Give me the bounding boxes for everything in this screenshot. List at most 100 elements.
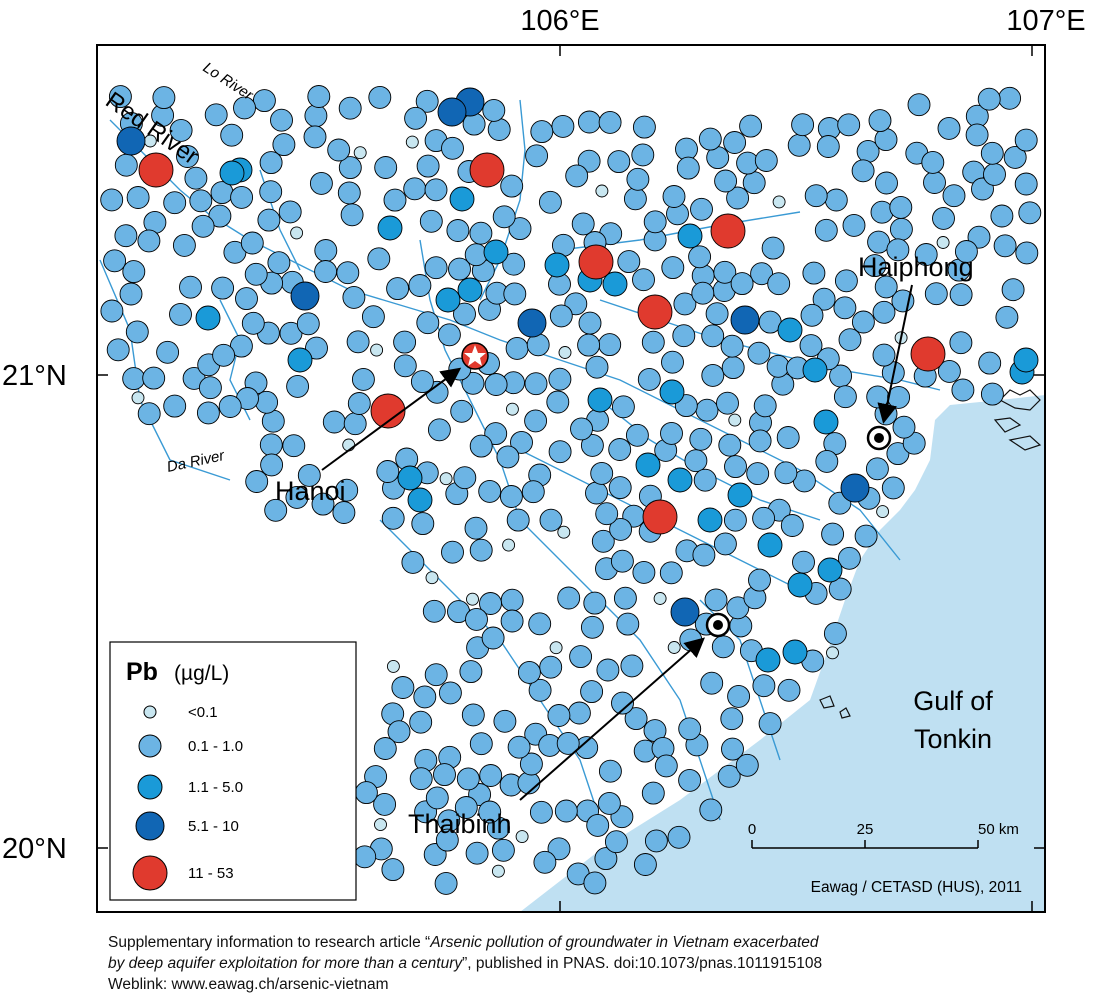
sample-point — [937, 116, 961, 140]
legend-unit: (µg/L) — [174, 662, 229, 685]
sample-point — [590, 461, 614, 485]
sample-point — [886, 442, 910, 466]
sample-point — [219, 160, 245, 186]
sample-point — [620, 654, 644, 678]
sample-point — [416, 311, 440, 335]
caption-line2: by deep aquifer exploitation for more th… — [108, 953, 1088, 974]
sample-point — [507, 735, 531, 759]
river-label-lo: Lo River — [200, 59, 257, 104]
sample-point — [142, 366, 166, 390]
caption-title-part2: by deep aquifer exploitation for more th… — [108, 955, 463, 972]
sample-point — [623, 187, 647, 211]
sample-point — [259, 151, 283, 175]
sample-point — [528, 678, 552, 702]
sample-point — [427, 418, 451, 442]
sample-point — [264, 498, 288, 522]
sample-point — [881, 476, 905, 500]
sample-point — [834, 269, 858, 293]
sample-point — [868, 109, 892, 133]
sample-point — [114, 153, 138, 177]
sample-point — [598, 110, 622, 134]
sample-point — [742, 171, 766, 195]
city-label-hanoi: Hanoi — [275, 476, 346, 506]
sample-point — [595, 502, 619, 526]
sample-point — [496, 445, 520, 469]
sample-point — [449, 186, 475, 212]
sample-point — [353, 146, 367, 160]
sample-point — [1003, 145, 1027, 169]
sample-point — [386, 659, 400, 673]
sample-point — [558, 346, 572, 359]
sample-point — [116, 126, 146, 156]
sample-point — [580, 680, 604, 704]
sample-point — [876, 505, 890, 519]
sample-point — [338, 156, 362, 180]
sample-point — [889, 195, 913, 219]
sample-point — [990, 204, 1014, 228]
sample-point — [624, 707, 648, 731]
sample-point — [659, 379, 685, 405]
sample-point — [782, 639, 808, 665]
sample-point — [577, 333, 601, 357]
sample-point — [405, 135, 419, 149]
sample-point — [874, 275, 898, 299]
sample-point — [172, 233, 196, 257]
sample-point — [804, 184, 828, 208]
sample-point — [290, 226, 304, 240]
sample-point — [462, 112, 486, 136]
sample-point — [815, 449, 839, 473]
sample-point — [791, 113, 815, 137]
sample-point — [567, 701, 591, 725]
sample-point — [851, 159, 875, 183]
sample-point — [373, 792, 397, 816]
sample-point — [802, 261, 826, 285]
sample-point — [103, 249, 127, 273]
sample-point — [478, 479, 502, 503]
sample-point — [866, 385, 890, 409]
sample-point — [632, 560, 656, 584]
sample-point — [517, 308, 547, 338]
sample-point — [466, 592, 479, 606]
sample-point — [677, 223, 703, 249]
sample-point — [368, 85, 392, 109]
legend-symbol — [143, 705, 157, 719]
sample-point — [977, 87, 1001, 111]
sample-point — [208, 204, 232, 228]
figure-caption: Supplementary information to research ar… — [108, 932, 1088, 995]
sample-point — [995, 305, 1019, 329]
sample-point — [403, 177, 427, 201]
sample-point — [616, 612, 640, 636]
sample-point — [437, 97, 467, 127]
sample-point — [257, 208, 281, 232]
sample-point — [821, 522, 845, 546]
sample-point — [122, 260, 146, 284]
sample-point — [245, 470, 269, 493]
sample-point — [886, 238, 910, 262]
sample-point — [549, 641, 563, 655]
haiphong-marker — [866, 425, 892, 451]
sample-point — [391, 676, 415, 699]
sample-point — [220, 123, 244, 147]
sample-point — [693, 468, 717, 492]
sample-point — [780, 514, 804, 537]
sample-point — [343, 412, 367, 436]
sample-point — [233, 96, 256, 120]
sample-point — [936, 236, 950, 249]
sample-point — [353, 845, 377, 869]
sample-point — [993, 234, 1017, 258]
credit-text: Eawag / CETASD (HUS), 2011 — [811, 879, 1022, 896]
sample-point — [524, 372, 548, 396]
sample-point — [717, 764, 741, 788]
sample-point — [594, 847, 618, 871]
sample-point — [401, 550, 425, 574]
sample-point — [204, 103, 228, 127]
sample-point — [255, 390, 279, 414]
sample-point — [998, 86, 1022, 110]
sample-point — [354, 781, 378, 805]
sample-point — [351, 367, 375, 391]
hanoi-arrow — [321, 367, 462, 471]
sample-point — [889, 217, 913, 241]
sample-point — [383, 188, 407, 212]
sample-point — [747, 341, 771, 365]
sample-point — [695, 398, 719, 422]
